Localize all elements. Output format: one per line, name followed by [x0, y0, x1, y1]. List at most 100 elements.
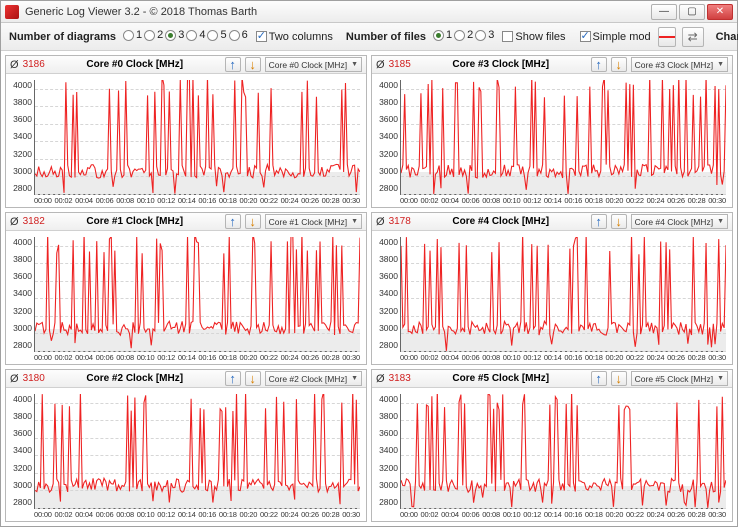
app-icon [5, 5, 19, 19]
diagrams-radio-option-2[interactable]: 2 [144, 29, 163, 41]
y-axis: 4000380036003400320030002800 [372, 388, 400, 521]
y-axis: 4000380036003400320030002800 [6, 388, 34, 521]
panel-up-button[interactable]: ↑ [225, 57, 241, 72]
titlebar: Generic Log Viewer 3.2 - © 2018 Thomas B… [1, 1, 737, 23]
diagrams-radio-option-4[interactable]: 4 [186, 29, 205, 41]
avg-value: 3182 [23, 216, 45, 227]
plot [34, 80, 360, 195]
close-button[interactable]: ✕ [707, 4, 733, 20]
panel-header: Ø 3180 Core #2 Clock [MHz] ↑ ↓ Core #2 Clock … [6, 370, 366, 388]
panel-up-button[interactable]: ↑ [225, 214, 241, 229]
panel-down-button[interactable]: ↓ [245, 214, 261, 229]
series-select[interactable]: Core #2 Clock [MHz]▼ [265, 371, 362, 386]
files-radio-option-3[interactable]: 3 [475, 29, 494, 41]
avg-value: 3180 [23, 373, 45, 384]
panel-down-button[interactable]: ↓ [611, 57, 627, 72]
toolbar: Number of diagrams 123456 Two columns Nu… [1, 23, 737, 51]
diagrams-radio-option-5[interactable]: 5 [207, 29, 226, 41]
series-select[interactable]: Core #0 Clock [MHz]▼ [265, 57, 362, 72]
chart-panel: Ø 3183 Core #5 Clock [MHz] ↑ ↓ Core #5 Clock … [371, 369, 733, 522]
maximize-button[interactable]: ▢ [679, 4, 705, 20]
avg-value: 3185 [389, 59, 411, 70]
x-axis: 00:0000:0200:0400:0600:0800:1000:1200:14… [400, 352, 732, 364]
show-files-label: Show files [515, 31, 565, 43]
x-axis: 00:0000:0200:0400:0600:0800:1000:1200:14… [34, 509, 366, 521]
plot [400, 394, 726, 509]
panel-title: Core #2 Clock [MHz] [49, 373, 221, 384]
avg-value: 3183 [389, 373, 411, 384]
minimize-button[interactable]: — [651, 4, 677, 20]
panel-title: Core #1 Clock [MHz] [49, 216, 221, 227]
diagrams-radio-option-1[interactable]: 1 [123, 29, 142, 41]
x-axis: 00:0000:0200:0400:0600:0800:1000:1200:14… [400, 195, 732, 207]
panel-down-button[interactable]: ↓ [611, 214, 627, 229]
panel-up-button[interactable]: ↑ [225, 371, 241, 386]
panel-title: Core #5 Clock [MHz] [415, 373, 587, 384]
simple-mode-label: Simple mod [593, 31, 651, 43]
show-files-checkbox[interactable]: Show files [502, 31, 565, 43]
files-radio-group: 123 [432, 29, 495, 44]
chart-panel: Ø 3182 Core #1 Clock [MHz] ↑ ↓ Core #1 Clock … [5, 212, 367, 365]
files-radio-option-2[interactable]: 2 [454, 29, 473, 41]
app-window: Generic Log Viewer 3.2 - © 2018 Thomas B… [0, 0, 738, 527]
series-select[interactable]: Core #1 Clock [MHz]▼ [265, 214, 362, 229]
avg-symbol: Ø [10, 59, 19, 71]
panel-up-button[interactable]: ↑ [591, 371, 607, 386]
avg-value: 3178 [389, 216, 411, 227]
panel-header: Ø 3185 Core #3 Clock [MHz] ↑ ↓ Core #3 Clock … [372, 56, 732, 74]
panel-down-button[interactable]: ↓ [245, 371, 261, 386]
panel-header: Ø 3183 Core #5 Clock [MHz] ↑ ↓ Core #5 Clock … [372, 370, 732, 388]
y-axis: 4000380036003400320030002800 [6, 231, 34, 364]
chart-area: 400038003600340032003000280000:0000:0200… [6, 231, 366, 364]
diagrams-label: Number of diagrams [9, 31, 116, 43]
chart-area: 400038003600340032003000280000:0000:0200… [6, 388, 366, 521]
y-axis: 4000380036003400320030002800 [372, 74, 400, 207]
files-radio-option-1[interactable]: 1 [433, 29, 452, 41]
chart-panel: Ø 3185 Core #3 Clock [MHz] ↑ ↓ Core #3 Clock … [371, 55, 733, 208]
window-title: Generic Log Viewer 3.2 - © 2018 Thomas B… [25, 6, 651, 18]
change-all-label: Change all [716, 31, 738, 43]
avg-value: 3186 [23, 59, 45, 70]
chart-panel: Ø 3186 Core #0 Clock [MHz] ↑ ↓ Core #0 Clock … [5, 55, 367, 208]
series-select[interactable]: Core #5 Clock [MHz]▼ [631, 371, 728, 386]
avg-symbol: Ø [10, 216, 19, 228]
series-select[interactable]: Core #3 Clock [MHz]▼ [631, 57, 728, 72]
panel-header: Ø3178Core #4 Clock [MHz]↑↓Core #4 Clock … [372, 213, 732, 231]
diagrams-radio-option-3[interactable]: 3 [165, 29, 184, 41]
plot [400, 237, 726, 352]
plot [34, 237, 360, 352]
series-select[interactable]: Core #4 Clock [MHz]▼ [631, 214, 728, 229]
plot [34, 394, 360, 509]
plot [400, 80, 726, 195]
panel-title: Core #0 Clock [MHz] [49, 59, 221, 70]
window-controls: — ▢ ✕ [651, 4, 733, 20]
simple-mode-checkbox[interactable]: Simple mod [580, 31, 651, 43]
x-axis: 00:0000:0200:0400:0600:0800:1000:1200:14… [34, 195, 366, 207]
avg-symbol: Ø [376, 216, 385, 228]
legend-sample-button[interactable] [658, 27, 676, 47]
chart-area: 400038003600340032003000280000:0000:0200… [372, 74, 732, 207]
avg-symbol: Ø [10, 373, 19, 385]
panel-header: Ø 3186 Core #0 Clock [MHz] ↑ ↓ Core #0 Clock … [6, 56, 366, 74]
panel-header: Ø 3182 Core #1 Clock [MHz] ↑ ↓ Core #1 Clock … [6, 213, 366, 231]
chart-area: 400038003600340032003000280000:0000:0200… [372, 388, 732, 521]
avg-symbol: Ø [376, 59, 385, 71]
panel-up-button[interactable]: ↑ [591, 57, 607, 72]
panel-title: Core #3 Clock [MHz] [415, 59, 587, 70]
diagrams-radio-option-6[interactable]: 6 [229, 29, 248, 41]
avg-symbol: Ø [376, 373, 385, 385]
diagrams-radio-group: 123456 [122, 29, 249, 44]
swap-button[interactable]: ⇄ [682, 27, 704, 47]
panel-down-button[interactable]: ↓ [611, 371, 627, 386]
charts-grid: Ø 3186 Core #0 Clock [MHz] ↑ ↓ Core #0 Clock … [1, 51, 737, 526]
chart-panel: Ø 3180 Core #2 Clock [MHz] ↑ ↓ Core #2 Clock … [5, 369, 367, 522]
x-axis: 00:0000:0200:0400:0600:0800:1000:1200:14… [34, 352, 366, 364]
y-axis: 4000380036003400320030002800 [6, 74, 34, 207]
two-columns-checkbox[interactable]: Two columns [256, 31, 333, 43]
panel-down-button[interactable]: ↓ [245, 57, 261, 72]
y-axis: 4000380036003400320030002800 [372, 231, 400, 364]
x-axis: 00:0000:0200:0400:0600:0800:1000:1200:14… [400, 509, 732, 521]
chart-area: 400038003600340032003000280000:0000:0200… [372, 231, 732, 364]
panel-up-button[interactable]: ↑ [591, 214, 607, 229]
two-columns-label: Two columns [269, 31, 333, 43]
